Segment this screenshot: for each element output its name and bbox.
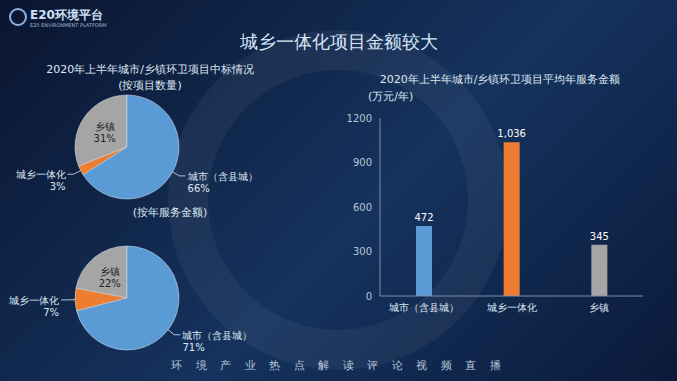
html-text:2020年上半年城市/乡镇环卫项目中标情况: 2020年上半年城市/乡镇环卫项目中标情况 (46, 63, 254, 76)
html-text:(按项目数量): (按项目数量) (118, 79, 182, 92)
svg-text:乡镇31%: 乡镇31% (94, 121, 116, 144)
svg-text:城乡一体化: 城乡一体化 (486, 302, 537, 313)
svg-text:900: 900 (353, 157, 372, 168)
svg-text:300: 300 (353, 246, 372, 257)
html-text:(按年服务金额): (按年服务金额) (132, 206, 208, 219)
svg-text:0: 0 (366, 291, 372, 302)
svg-text:345: 345 (590, 231, 609, 242)
svg-text:472: 472 (414, 212, 433, 223)
svg-text:城市（含县城）: 城市（含县城） (388, 302, 459, 313)
html-text:E20环境平台: E20环境平台 (30, 8, 103, 22)
html-text:环 境 产 业 热 点 解 读 评 论 视 频 直 播: 环 境 产 业 热 点 解 读 评 论 视 频 直 播 (171, 359, 506, 372)
html-text:(万元/年): (万元/年) (368, 90, 414, 103)
svg-text:600: 600 (353, 202, 372, 213)
svg-text:城市（含县城）71%: 城市（含县城）71% (181, 330, 252, 353)
svg-text:城市（含县城）66%: 城市（含县城）66% (187, 171, 258, 194)
html-text:城乡一体化项目金额较大: 城乡一体化项目金额较大 (239, 31, 438, 52)
svg-text:乡镇22%: 乡镇22% (99, 266, 121, 289)
svg-text:1200: 1200 (347, 113, 372, 124)
html-text:E20 ENVIRONMENT PLATFORM: E20 ENVIRONMENT PLATFORM (30, 22, 107, 28)
svg-text:1,036: 1,036 (497, 128, 526, 139)
html-text:2020年上半年城市/乡镇环卫项目平均年服务金额: 2020年上半年城市/乡镇环卫项目平均年服务金额 (379, 73, 621, 86)
svg-text:城乡一体化7%: 城乡一体化7% (8, 295, 59, 318)
svg-text:城乡一体化3%: 城乡一体化3% (15, 169, 66, 192)
svg-text:乡镇: 乡镇 (589, 302, 609, 313)
